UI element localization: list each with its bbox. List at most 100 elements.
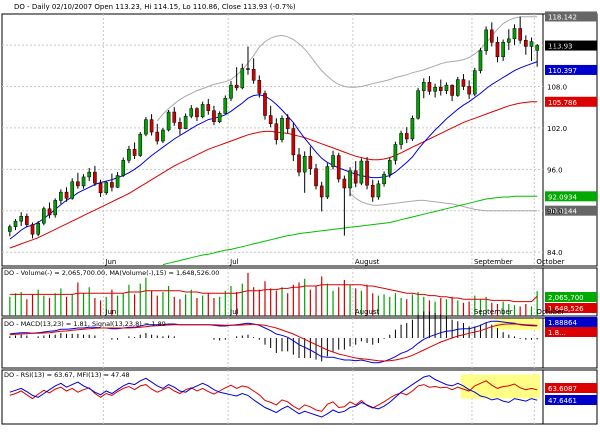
candle-down <box>291 128 296 156</box>
candle-down <box>155 131 160 142</box>
volume-value-tag-label: 2,065,700 <box>548 294 584 302</box>
volume-value-tag <box>545 303 597 313</box>
candle-down <box>234 84 239 89</box>
volume-ma-line <box>9 284 538 303</box>
candle-down <box>467 86 471 95</box>
candle-up <box>189 108 194 117</box>
candle-down <box>524 39 528 47</box>
bollinger-upper-line <box>156 16 538 122</box>
candle-down <box>365 160 369 186</box>
macd-value-tag <box>545 327 597 337</box>
candle-down <box>149 119 154 133</box>
rsi-value-tag-label: 47.6461 <box>548 397 577 405</box>
chart-header: DO - Daily 02/10/2007 Open 113.23, Hi 11… <box>14 3 296 11</box>
candle-up <box>376 183 381 198</box>
candle-down <box>25 216 29 225</box>
price-value-tag-label: 118.142 <box>548 13 577 21</box>
candle-down <box>438 86 443 91</box>
mfi-line <box>9 375 538 418</box>
candle-up <box>161 129 165 142</box>
candle-up <box>104 182 109 194</box>
candle-down <box>336 155 341 180</box>
price-value-tag-label: 113.93 <box>548 43 573 51</box>
candle-up <box>529 41 534 47</box>
candle-down <box>319 185 324 198</box>
candle-up <box>359 160 364 184</box>
price-value-tag-label: 105.786 <box>548 99 577 107</box>
x-tick-label-volume: October <box>536 308 564 316</box>
y-tick-label: 96.0 <box>547 166 563 174</box>
price-panel <box>8 16 539 266</box>
candle-down <box>263 93 267 116</box>
bollinger-lower-line <box>349 193 538 212</box>
candle-up <box>512 28 517 40</box>
candle-up <box>217 113 222 122</box>
candle-down <box>172 111 177 123</box>
candle-up <box>121 160 126 176</box>
candle-up <box>348 170 352 189</box>
volume-value-tag <box>545 292 597 302</box>
x-tick-label-volume: Jul <box>229 308 239 316</box>
price-value-tag <box>545 96 597 107</box>
candle-down <box>518 28 522 41</box>
candle-down <box>314 168 318 187</box>
candle-down <box>268 115 273 125</box>
candle-up <box>115 175 120 188</box>
x-tick-label-volume: August <box>355 308 380 316</box>
candle-up <box>183 115 188 129</box>
candle-down <box>206 104 211 111</box>
x-tick-label: Jun <box>104 258 116 266</box>
candle-up <box>87 171 92 178</box>
rsi-value-tag-label: 63.6087 <box>548 385 577 393</box>
candle-up <box>325 166 330 198</box>
y-tick-label: 108.0 <box>547 83 567 91</box>
candle-up <box>501 42 505 58</box>
candle-up <box>144 119 148 135</box>
candle-up <box>472 70 477 95</box>
candle-up <box>399 133 403 145</box>
candle-up <box>223 97 228 114</box>
candle-down <box>47 208 52 216</box>
candle-up <box>535 45 539 51</box>
candle-up <box>70 181 75 199</box>
price-value-tag <box>545 64 597 75</box>
candle-down <box>93 171 97 184</box>
candle-down <box>370 184 375 198</box>
candle-down <box>98 182 103 194</box>
volume-panel <box>9 272 538 316</box>
candle-down <box>212 110 216 122</box>
chart-text: Jun Jun Jul Jul August August September Septemb… <box>4 3 567 379</box>
candle-down <box>64 191 69 199</box>
candle-down <box>450 84 454 96</box>
candle-down <box>195 108 199 118</box>
grid-lines <box>2 14 543 424</box>
candle-down <box>342 178 347 189</box>
candle-up <box>53 200 58 216</box>
candle-up <box>138 133 143 156</box>
candle-up <box>416 90 420 119</box>
candle-down <box>285 118 290 129</box>
price-value-tag-label: 92.0934 <box>548 193 577 201</box>
x-tick-label: October <box>536 258 564 266</box>
rsi-value-tag <box>545 395 597 405</box>
macd-value-tag <box>545 317 597 327</box>
candle-up <box>444 84 449 91</box>
candle-up <box>507 38 511 43</box>
macd-value-tag-label: 1.8... <box>548 329 566 337</box>
price-value-tag <box>545 11 597 22</box>
candle-up <box>302 155 307 173</box>
volume-value-tag-label: 1,648,526 <box>548 305 584 313</box>
candle-up <box>81 176 86 187</box>
candle-down <box>297 154 301 173</box>
candle-down <box>257 80 262 94</box>
candle-up <box>421 82 426 91</box>
candle-up <box>59 191 63 201</box>
candle-up <box>8 226 12 232</box>
candle-down <box>251 68 256 81</box>
candle-down <box>132 149 137 156</box>
macd-panel-frame <box>1 317 598 369</box>
price-value-tag-label: 110.397 <box>548 67 577 75</box>
candle-up <box>478 50 483 71</box>
